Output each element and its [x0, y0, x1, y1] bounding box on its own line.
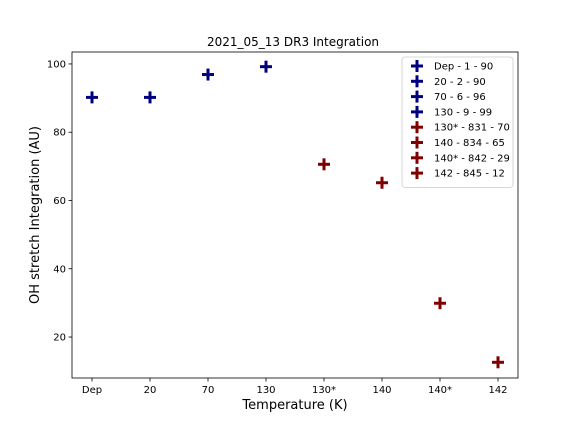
- data-point: [86, 91, 98, 104]
- legend-marker: [411, 136, 423, 149]
- legend-marker: [411, 121, 423, 134]
- legend-entry: 70 - 6 - 96: [411, 90, 486, 103]
- legend: Dep - 1 - 90 20 - 2 - 90 70 - 6 - 96 130 - …: [401, 56, 514, 188]
- legend-entry: 140 - 834 - 65: [411, 136, 505, 149]
- data-point: [144, 91, 156, 104]
- legend-marker: [411, 105, 423, 118]
- legend-entry: 140* - 842 - 29: [411, 151, 510, 164]
- legend-entry: Dep - 1 - 90: [411, 60, 493, 73]
- legend-entry: 130 - 9 - 99: [411, 105, 492, 118]
- data-point: [260, 60, 272, 73]
- legend-marker: [411, 167, 423, 180]
- legend-label: 142 - 845 - 12: [434, 169, 505, 180]
- legend-entry: 142 - 845 - 12: [411, 167, 505, 180]
- legend-marker: [411, 60, 423, 72]
- data-point: [202, 68, 214, 81]
- chart-title: 2021_05_13 DR3 Integration: [207, 35, 379, 49]
- legend-marker: [411, 151, 423, 164]
- x-tick-label: 140: [372, 385, 391, 396]
- legend-frame: [401, 56, 514, 188]
- x-tick-label: 142: [488, 385, 507, 396]
- data-point: [318, 158, 330, 171]
- x-tick-label: 140*: [428, 385, 452, 396]
- x-axis-label: Temperature (K): [241, 398, 347, 413]
- legend-marker: [411, 75, 423, 88]
- legend-marker: [411, 90, 423, 103]
- x-tick-label: 20: [144, 385, 157, 396]
- x-tick-label: 130*: [312, 385, 336, 396]
- data-point: [376, 176, 388, 189]
- legend-label: 130* - 831 - 70: [434, 123, 510, 134]
- legend-label: 140 - 834 - 65: [434, 138, 505, 149]
- legend-label: 20 - 2 - 90: [434, 77, 486, 88]
- legend-label: 70 - 6 - 96: [434, 92, 486, 103]
- y-tick-label: 40: [53, 264, 66, 275]
- x-tick-label: 130: [256, 385, 275, 396]
- axes-frame: [71, 51, 519, 379]
- x-tick-label: Dep: [82, 385, 102, 396]
- x-tick-label: 70: [202, 385, 215, 396]
- y-axis-label: OH stretch Integration (AU): [28, 126, 43, 304]
- legend-label: 140* - 842 - 29: [434, 153, 510, 164]
- plot-area: Dep 20 70 130 130* 140 140* 142 20 40 60 80 100: [47, 51, 519, 396]
- data-point: [434, 297, 446, 310]
- data-point: [492, 356, 504, 369]
- legend-label: 130 - 9 - 99: [434, 107, 492, 118]
- y-tick-label: 80: [53, 128, 66, 139]
- legend-entry: 20 - 2 - 90: [411, 75, 486, 88]
- y-tick-label: 20: [53, 333, 66, 344]
- y-tick-label: 100: [47, 59, 66, 70]
- legend-label: Dep - 1 - 90: [434, 62, 493, 73]
- legend-entry: 130* - 831 - 70: [411, 121, 510, 134]
- y-tick-label: 60: [53, 196, 66, 207]
